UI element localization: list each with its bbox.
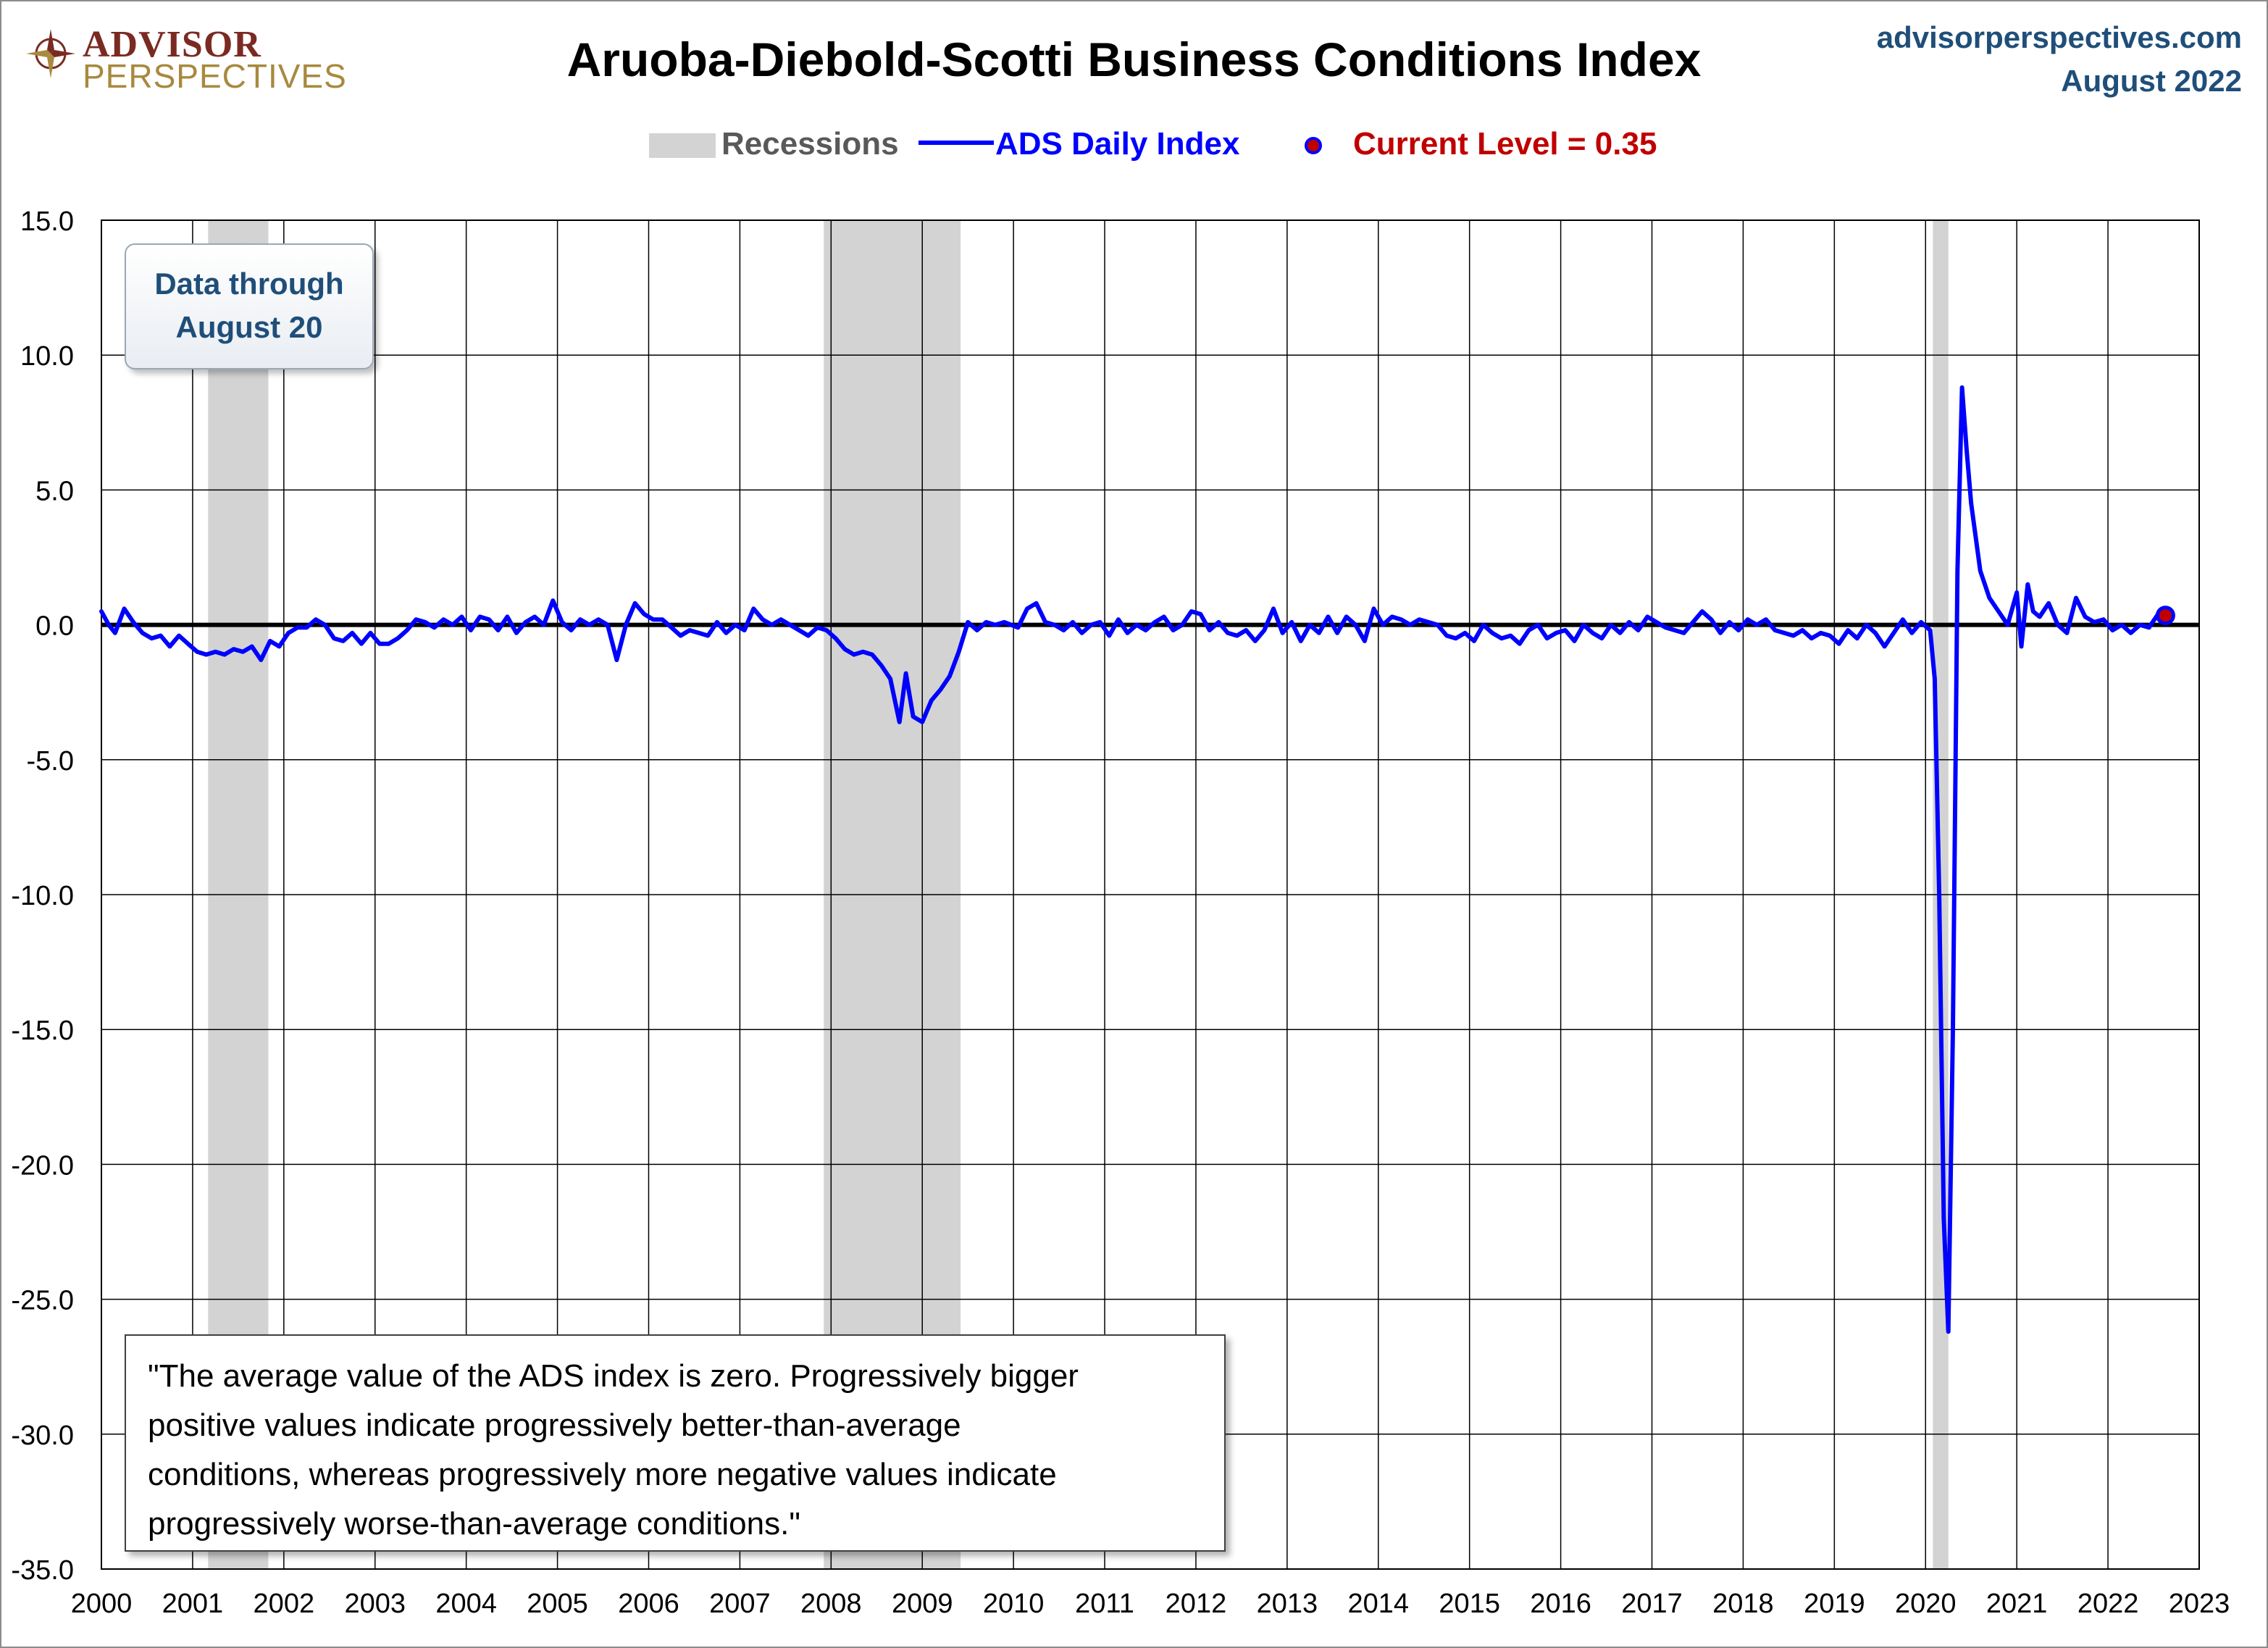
legend-recessions-label: Recessions [721,126,899,162]
x-tick-label: 2013 [1257,1589,1318,1619]
y-tick-label: -25.0 [11,1286,74,1316]
y-tick-label: 5.0 [35,476,74,506]
callout-line1: Data through [154,267,344,301]
x-tick-label: 2006 [618,1589,679,1619]
x-tick-label: 2008 [800,1589,862,1619]
legend-recession-swatch [649,133,716,158]
chart-legend: Recessions ADS Daily Index Current Level… [0,123,2268,167]
x-tick-label: 2016 [1530,1589,1591,1619]
y-tick-label: -10.0 [11,881,74,911]
y-tick-label: -35.0 [11,1555,74,1586]
brand-name-bottom: PERSPECTIVES [83,57,347,95]
chart-title: Aruoba-Diebold-Scotti Business Condition… [566,33,1702,86]
legend-current-marker [1305,137,1322,154]
definition-quote: "The average value of the ADS index is z… [125,1334,1226,1552]
y-tick-label: 10.0 [20,341,74,372]
x-tick-label: 2010 [983,1589,1045,1619]
x-tick-label: 2023 [2169,1589,2230,1619]
legend-current-label: Current Level = 0.35 [1353,126,1657,162]
y-tick-label: -5.0 [27,746,74,777]
x-tick-label: 2012 [1166,1589,1227,1619]
x-tick-label: 2019 [1804,1589,1865,1619]
x-tick-label: 2017 [1621,1589,1683,1619]
x-tick-label: 2020 [1895,1589,1957,1619]
brand-logo: ADVISOR PERSPECTIVES [25,20,346,95]
data-through-callout: Data through August 20 [125,243,374,369]
y-tick-label: -30.0 [11,1421,74,1451]
x-tick-label: 2015 [1439,1589,1500,1619]
y-tick-label: -15.0 [11,1016,74,1046]
x-tick-label: 2004 [435,1589,497,1619]
ads-daily-index-line [99,385,2168,1334]
x-tick-label: 2000 [71,1589,133,1619]
x-tick-label: 2011 [1075,1589,1134,1619]
site-url: advisorperspectives.com [1876,20,2242,54]
x-tick-label: 2005 [527,1589,588,1619]
x-tick-label: 2002 [254,1589,315,1619]
plot-area-border [101,219,2200,1570]
x-tick-label: 2007 [709,1589,771,1619]
site-info: advisorperspectives.com August 2022 [1877,16,2242,103]
callout-line2: August 20 [175,310,323,344]
compass-rose-icon [26,29,75,78]
x-tick-label: 2022 [2077,1589,2139,1619]
x-tick-label: 2003 [344,1589,406,1619]
y-tick-label: 0.0 [35,611,74,642]
x-tick-label: 2018 [1712,1589,1774,1619]
y-tick-label: 15.0 [20,206,74,237]
x-tick-label: 2001 [162,1589,224,1619]
x-tick-label: 2009 [892,1589,953,1619]
legend-series-swatch [919,141,994,145]
current-level-marker [2155,606,2175,626]
brand-name-top: ADVISOR [83,24,261,65]
x-tick-label: 2021 [1986,1589,2048,1619]
site-date: August 2022 [2061,64,2242,98]
y-tick-label: -20.0 [11,1150,74,1181]
x-tick-label: 2014 [1348,1589,1410,1619]
legend-series-label: ADS Daily Index [995,126,1240,162]
